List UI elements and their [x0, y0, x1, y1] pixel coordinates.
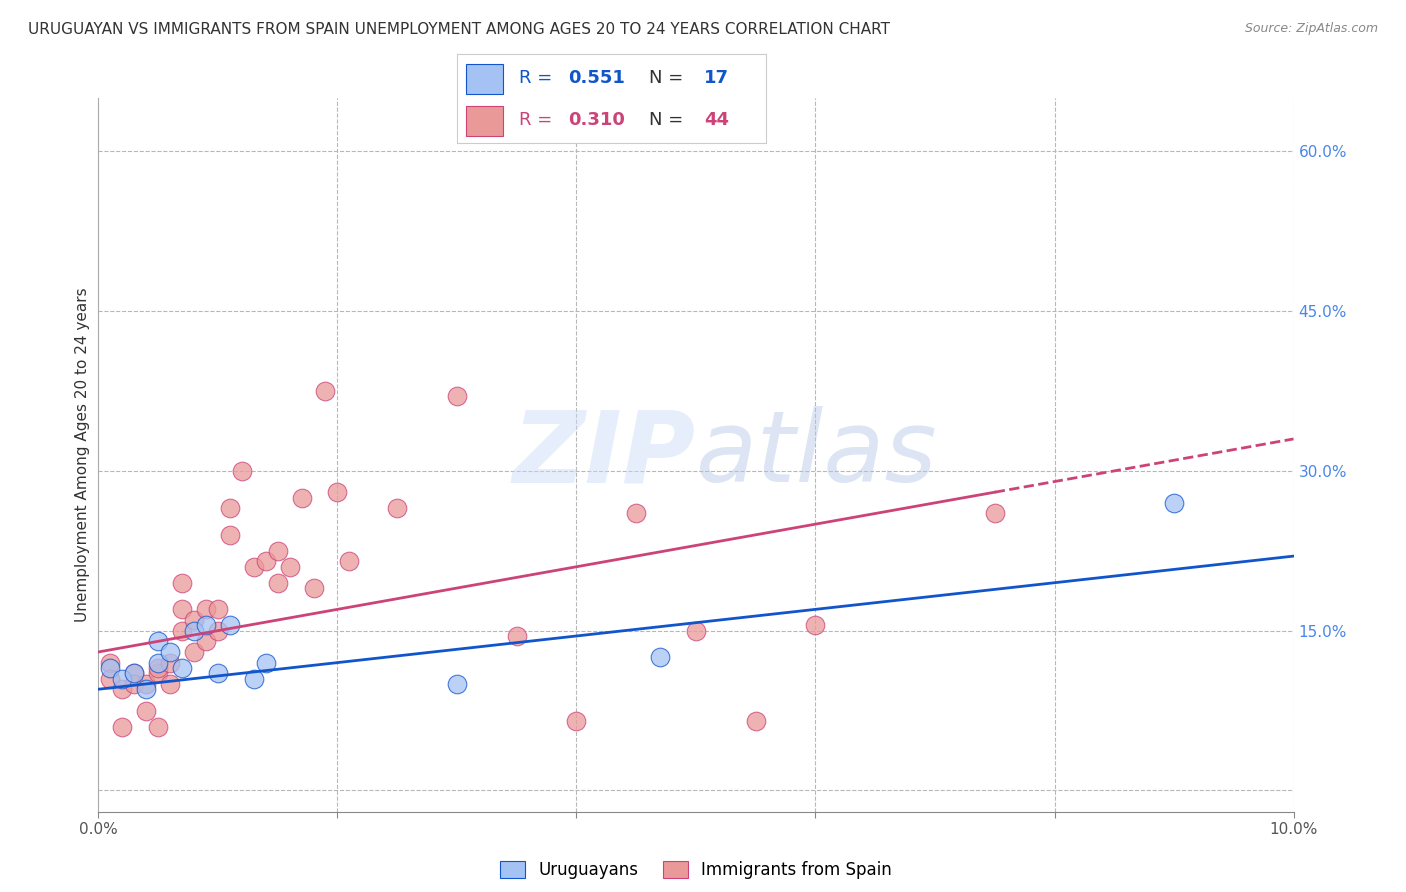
Text: 44: 44: [704, 112, 730, 129]
Point: [565, 714, 588, 729]
Point: [231, 464, 253, 478]
Point: [278, 559, 301, 574]
Point: [172, 602, 194, 616]
Point: [100, 656, 122, 670]
Point: [506, 629, 529, 643]
Text: URUGUAYAN VS IMMIGRANTS FROM SPAIN UNEMPLOYMENT AMONG AGES 20 TO 24 YEARS CORREL: URUGUAYAN VS IMMIGRANTS FROM SPAIN UNEMP…: [28, 22, 890, 37]
Point: [267, 543, 290, 558]
Point: [148, 661, 170, 675]
Point: [135, 704, 157, 718]
Point: [195, 602, 218, 616]
Point: [626, 507, 648, 521]
Text: 17: 17: [704, 70, 730, 87]
Text: R =: R =: [519, 70, 558, 87]
Text: ZIP: ZIP: [513, 407, 696, 503]
Point: [302, 581, 325, 595]
Text: atlas: atlas: [696, 407, 938, 503]
Point: [124, 677, 146, 691]
Point: [135, 677, 157, 691]
Point: [207, 602, 229, 616]
Point: [219, 618, 242, 632]
Point: [100, 661, 122, 675]
Text: 0.551: 0.551: [568, 70, 626, 87]
Y-axis label: Unemployment Among Ages 20 to 24 years: Unemployment Among Ages 20 to 24 years: [75, 287, 90, 623]
Text: N =: N =: [648, 112, 689, 129]
Point: [207, 624, 229, 638]
Point: [159, 656, 181, 670]
Point: [111, 682, 134, 697]
Point: [326, 485, 349, 500]
Point: [291, 491, 314, 505]
Text: Source: ZipAtlas.com: Source: ZipAtlas.com: [1244, 22, 1378, 36]
Point: [446, 389, 468, 403]
Point: [243, 559, 266, 574]
Point: [148, 719, 170, 733]
Point: [135, 682, 157, 697]
Point: [148, 634, 170, 648]
Point: [339, 554, 360, 568]
Point: [195, 634, 218, 648]
Point: [804, 618, 827, 632]
FancyBboxPatch shape: [467, 106, 503, 136]
Text: N =: N =: [648, 70, 689, 87]
Point: [183, 645, 205, 659]
Point: [984, 507, 1007, 521]
Point: [172, 661, 194, 675]
Point: [254, 656, 277, 670]
Point: [148, 666, 170, 681]
Point: [183, 624, 205, 638]
Point: [446, 677, 468, 691]
Point: [111, 719, 134, 733]
Point: [124, 666, 146, 681]
Point: [385, 501, 409, 516]
Point: [685, 624, 707, 638]
Text: 0.310: 0.310: [568, 112, 626, 129]
Point: [172, 624, 194, 638]
Point: [159, 645, 181, 659]
FancyBboxPatch shape: [467, 64, 503, 94]
Legend: Uruguayans, Immigrants from Spain: Uruguayans, Immigrants from Spain: [494, 854, 898, 886]
Point: [148, 656, 170, 670]
Point: [254, 554, 277, 568]
Point: [650, 650, 672, 665]
Point: [243, 672, 266, 686]
Point: [159, 677, 181, 691]
Point: [745, 714, 768, 729]
Text: R =: R =: [519, 112, 558, 129]
Point: [195, 618, 218, 632]
Point: [100, 672, 122, 686]
Point: [1163, 496, 1185, 510]
Point: [219, 528, 242, 542]
Point: [172, 575, 194, 590]
Point: [267, 575, 290, 590]
Point: [207, 666, 229, 681]
Point: [219, 501, 242, 516]
Point: [315, 384, 337, 398]
Point: [183, 613, 205, 627]
Point: [124, 666, 146, 681]
Point: [111, 672, 134, 686]
